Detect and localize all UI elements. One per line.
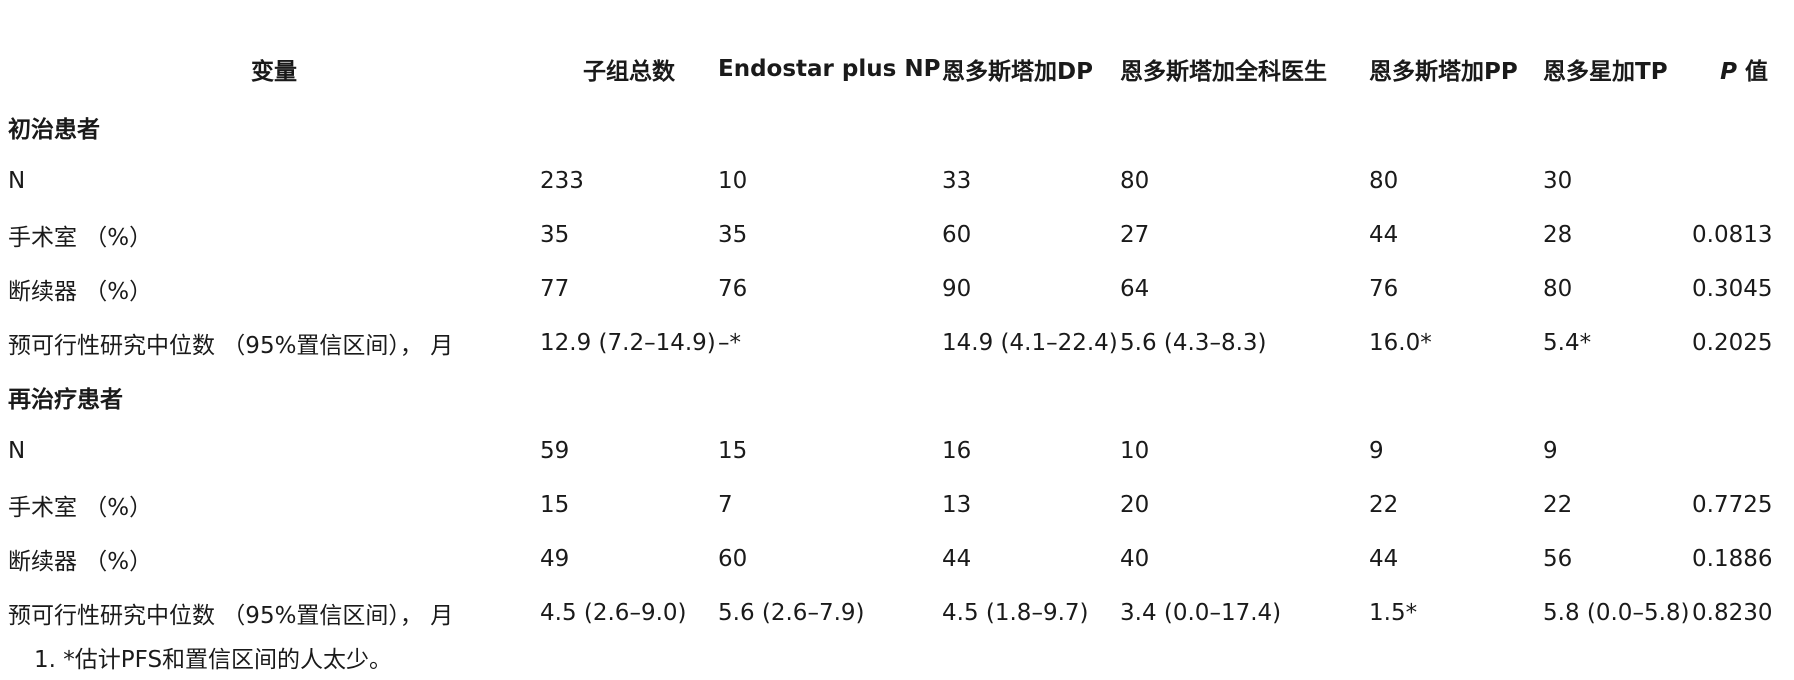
row-label: N [8,438,26,464]
cell-endostar-np: –* [718,330,741,356]
cell-endostar-dp: 4.5 (1.8–9.7) [942,600,1089,626]
group-title: 初治患者 [8,117,100,143]
cell-endostar-pp: 1.5* [1369,600,1418,626]
row-label: 手术室 （%） [8,225,153,251]
cell-subgroup-total: 233 [540,168,584,194]
table-row: 手术室 （%） 15 7 13 20 22 22 0.7725 [8,478,1778,532]
cell-endostar-pp: 76 [1369,276,1399,302]
cell-p-value [1692,424,1778,478]
header-endostar-tp: 恩多星加TP [1543,59,1668,85]
cell-endostar-pp: 16.0* [1369,330,1432,356]
header-p-italic: P [1720,59,1737,85]
row-label: 断续器 （%） [8,549,153,575]
cell-endostar-pp: 44 [1369,546,1399,572]
header-row: 变量 子组总数 Endostar plus NP 恩多斯塔加DP 恩多斯塔加全科… [8,38,1778,100]
cell-endostar-dp: 13 [942,492,972,518]
cell-endostar-np: 76 [718,276,748,302]
cell-endostar-tp: 5.4* [1543,330,1592,356]
header-endostar-pp: 恩多斯塔加PP [1369,59,1518,85]
cell-endostar-gp: 10 [1120,438,1150,464]
cell-endostar-gp: 5.6 (4.3–8.3) [1120,330,1267,356]
cell-p-value: 0.8230 [1692,600,1773,626]
cell-endostar-tp: 56 [1543,546,1573,572]
cell-endostar-np: 35 [718,222,748,248]
cell-endostar-np: 10 [718,168,748,194]
cell-endostar-gp: 40 [1120,546,1150,572]
cell-endostar-dp: 60 [942,222,972,248]
cell-p-value: 0.1886 [1692,546,1773,572]
row-label: 预可行性研究中位数 （95%置信区间）， 月 [8,333,454,359]
cell-subgroup-total: 77 [540,276,570,302]
cell-subgroup-total: 4.5 (2.6–9.0) [540,600,687,626]
cell-endostar-tp: 28 [1543,222,1573,248]
cell-endostar-dp: 90 [942,276,972,302]
cell-endostar-tp: 30 [1543,168,1573,194]
header-subgroup-total: 子组总数 [583,59,675,85]
cell-subgroup-total: 12.9 (7.2–14.9) [540,330,716,356]
table-row: 预可行性研究中位数 （95%置信区间）， 月 4.5 (2.6–9.0) 5.6… [8,586,1778,640]
header-variable: 变量 [251,59,297,85]
cell-p-value: 0.7725 [1692,492,1773,518]
table-row: N 233 10 33 80 80 30 [8,154,1778,208]
cell-endostar-np: 5.6 (2.6–7.9) [718,600,865,626]
group-header-row: 初治患者 [8,100,1778,154]
cell-endostar-np: 7 [718,492,733,518]
cell-endostar-dp: 14.9 (4.1–22.4) [942,330,1118,356]
header-endostar-np: Endostar plus NP [718,56,941,82]
table-row: 预可行性研究中位数 （95%置信区间）， 月 12.9 (7.2–14.9) –… [8,316,1778,370]
cell-endostar-gp: 64 [1120,276,1150,302]
header-endostar-dp: 恩多斯塔加DP [942,59,1093,85]
results-table: 变量 子组总数 Endostar plus NP 恩多斯塔加DP 恩多斯塔加全科… [8,38,1778,640]
header-endostar-gp: 恩多斯塔加全科医生 [1120,59,1327,85]
cell-endostar-tp: 9 [1543,438,1558,464]
table-row: 手术室 （%） 35 35 60 27 44 28 0.0813 [8,208,1778,262]
table-row: N 59 15 16 10 9 9 [8,424,1778,478]
cell-endostar-pp: 22 [1369,492,1399,518]
table-footnote: 1. *估计PFS和置信区间的人太少。 [34,647,393,673]
cell-subgroup-total: 15 [540,492,570,518]
results-table-container: 变量 子组总数 Endostar plus NP 恩多斯塔加DP 恩多斯塔加全科… [8,38,1778,640]
cell-subgroup-total: 59 [540,438,570,464]
cell-endostar-gp: 3.4 (0.0–17.4) [1120,600,1282,626]
header-p-rest: 值 [1736,59,1768,85]
cell-endostar-tp: 22 [1543,492,1573,518]
row-label: 预可行性研究中位数 （95%置信区间）， 月 [8,603,454,629]
cell-p-value: 0.0813 [1692,222,1773,248]
cell-endostar-dp: 33 [942,168,972,194]
cell-subgroup-total: 49 [540,546,570,572]
cell-endostar-pp: 80 [1369,168,1399,194]
cell-endostar-np: 15 [718,438,748,464]
cell-p-value [1692,154,1778,208]
cell-subgroup-total: 35 [540,222,570,248]
cell-endostar-dp: 16 [942,438,972,464]
cell-endostar-tp: 80 [1543,276,1573,302]
cell-p-value: 0.3045 [1692,276,1773,302]
cell-p-value: 0.2025 [1692,330,1773,356]
table-row: 断续器 （%） 49 60 44 40 44 56 0.1886 [8,532,1778,586]
group-header-row: 再治疗患者 [8,370,1778,424]
table-row: 断续器 （%） 77 76 90 64 76 80 0.3045 [8,262,1778,316]
cell-endostar-tp: 5.8 (0.0–5.8) [1543,600,1690,626]
cell-endostar-dp: 44 [942,546,972,572]
cell-endostar-pp: 9 [1369,438,1384,464]
cell-endostar-gp: 20 [1120,492,1150,518]
cell-endostar-gp: 80 [1120,168,1150,194]
row-label: 手术室 （%） [8,495,153,521]
cell-endostar-gp: 27 [1120,222,1150,248]
row-label: 断续器 （%） [8,279,153,305]
group-title: 再治疗患者 [8,387,123,413]
cell-endostar-pp: 44 [1369,222,1399,248]
row-label: N [8,168,26,194]
cell-endostar-np: 60 [718,546,748,572]
header-p-value: P 值 [1692,38,1778,100]
